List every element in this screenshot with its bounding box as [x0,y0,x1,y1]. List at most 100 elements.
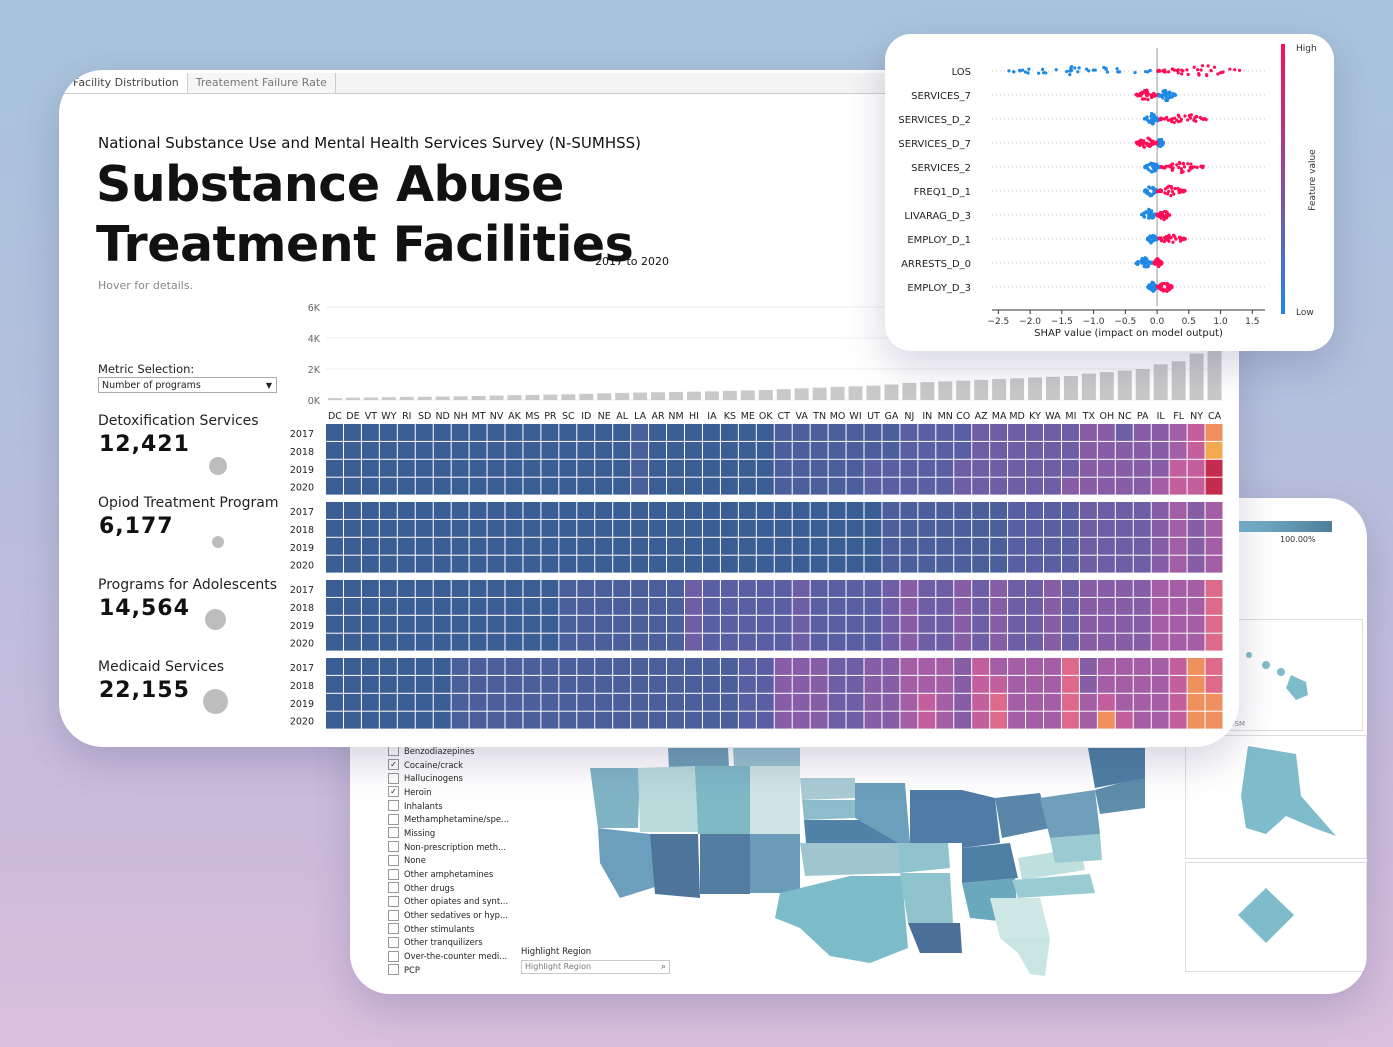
heatmap-cell[interactable] [1044,693,1061,711]
substance-filter-item[interactable]: Missing [388,826,509,840]
heatmap-cell[interactable] [792,537,810,555]
heatmap-cell[interactable] [361,459,379,477]
heatmap-cell[interactable] [756,693,774,711]
heatmap-cell[interactable] [1097,580,1115,597]
heatmap-cell[interactable] [667,658,684,675]
heatmap-cell[interactable] [1026,658,1043,675]
bar-UT[interactable] [866,385,881,400]
heatmap-cell[interactable] [738,555,756,573]
heatmap-cell[interactable] [1151,580,1169,597]
heatmap-cell[interactable] [326,424,343,441]
heatmap-cell[interactable] [631,441,649,459]
heatmap-cell[interactable] [792,459,810,477]
heatmap-cell[interactable] [685,537,702,555]
tab-facility-distribution[interactable]: Facility Distribution [59,73,188,94]
heatmap-cell[interactable] [774,502,792,519]
heatmap-cell[interactable] [505,658,523,675]
bar-ME[interactable] [740,390,755,400]
heatmap-cell[interactable] [1061,597,1079,615]
heatmap-cell[interactable] [702,555,720,573]
heatmap-cell[interactable] [1151,519,1169,537]
heatmap-cell[interactable] [846,711,864,729]
heatmap-cell[interactable] [1115,693,1133,711]
heatmap-cell[interactable] [433,477,451,495]
heatmap-cell[interactable] [1205,597,1223,615]
heatmap-cell[interactable] [541,441,559,459]
heatmap-cell[interactable] [1115,597,1133,615]
heatmap-cell[interactable] [577,477,595,495]
heatmap-cell[interactable] [1115,502,1133,519]
heatmap-cell[interactable] [864,633,882,651]
heatmap-cell[interactable] [415,675,433,693]
heatmap-cell[interactable] [810,675,828,693]
heatmap-cell[interactable] [774,424,792,441]
heatmap-cell[interactable] [792,615,810,633]
heatmap-cell[interactable] [810,711,828,729]
heatmap-cell[interactable] [541,633,559,651]
heatmap-cell[interactable] [631,555,649,573]
heatmap-cell[interactable] [990,658,1008,675]
heatmap-cell[interactable] [846,675,864,693]
heatmap-cell[interactable] [1079,633,1097,651]
bar-LA[interactable] [633,392,648,400]
heatmap-cell[interactable] [487,555,505,573]
heatmap-cell[interactable] [1133,502,1151,519]
heatmap-cell[interactable] [361,555,379,573]
heatmap-cell[interactable] [415,615,433,633]
highlight-region-input[interactable]: Highlight Region ⌕ [521,960,670,974]
heatmap-cell[interactable] [1115,555,1133,573]
heatmap-cell[interactable] [1205,555,1223,573]
heatmap-cell[interactable] [828,693,846,711]
heatmap-cell[interactable] [343,675,361,693]
heatmap-cell[interactable] [828,633,846,651]
heatmap-cell[interactable] [505,693,523,711]
heatmap-cell[interactable] [864,555,882,573]
heatmap-cell[interactable] [774,693,792,711]
bar-SD[interactable] [417,396,432,400]
heatmap-cell[interactable] [1115,675,1133,693]
heatmap-cell[interactable] [990,477,1008,495]
heatmap-cell[interactable] [523,519,541,537]
heatmap-cell[interactable] [1169,597,1187,615]
heatmap-cell[interactable] [1079,693,1097,711]
heatmap-cell[interactable] [1026,555,1043,573]
heatmap-cell[interactable] [361,711,379,729]
checkbox[interactable] [388,827,399,839]
heatmap-cell[interactable] [1026,580,1043,597]
heatmap-cell[interactable] [1187,441,1205,459]
heatmap-cell[interactable] [379,519,397,537]
heatmap-cell[interactable] [918,633,936,651]
heatmap-cell[interactable] [1205,459,1223,477]
heatmap-cell[interactable] [738,424,756,441]
heatmap-cell[interactable] [936,597,954,615]
heatmap-cell[interactable] [954,615,972,633]
heatmap-cell[interactable] [1187,459,1205,477]
heatmap-cell[interactable] [702,441,720,459]
heatmap-cell[interactable] [667,459,684,477]
search-icon[interactable]: ⌕ [660,962,666,972]
heatmap-cell[interactable] [756,424,774,441]
heatmap-cell[interactable] [972,658,990,675]
heatmap-cell[interactable] [451,477,469,495]
heatmap-cell[interactable] [415,477,433,495]
heatmap-cell[interactable] [882,441,900,459]
bar-DE[interactable] [345,397,360,400]
heatmap-cell[interactable] [397,597,415,615]
heatmap-cell[interactable] [774,615,792,633]
heatmap-cell[interactable] [738,633,756,651]
bar-PA[interactable] [1135,369,1150,400]
heatmap-cell[interactable] [541,502,559,519]
heatmap-cell[interactable] [774,675,792,693]
heatmap-cell[interactable] [756,675,774,693]
heatmap-cell[interactable] [774,597,792,615]
heatmap-cell[interactable] [1008,441,1026,459]
heatmap-cell[interactable] [900,675,918,693]
heatmap-cell[interactable] [810,633,828,651]
heatmap-cell[interactable] [1079,658,1097,675]
heatmap-cell[interactable] [1151,502,1169,519]
bar-DC[interactable] [328,398,342,400]
heatmap-cell[interactable] [1205,580,1223,597]
heatmap-cell[interactable] [1061,537,1079,555]
heatmap-cell[interactable] [990,711,1008,729]
heatmap-cell[interactable] [1079,615,1097,633]
